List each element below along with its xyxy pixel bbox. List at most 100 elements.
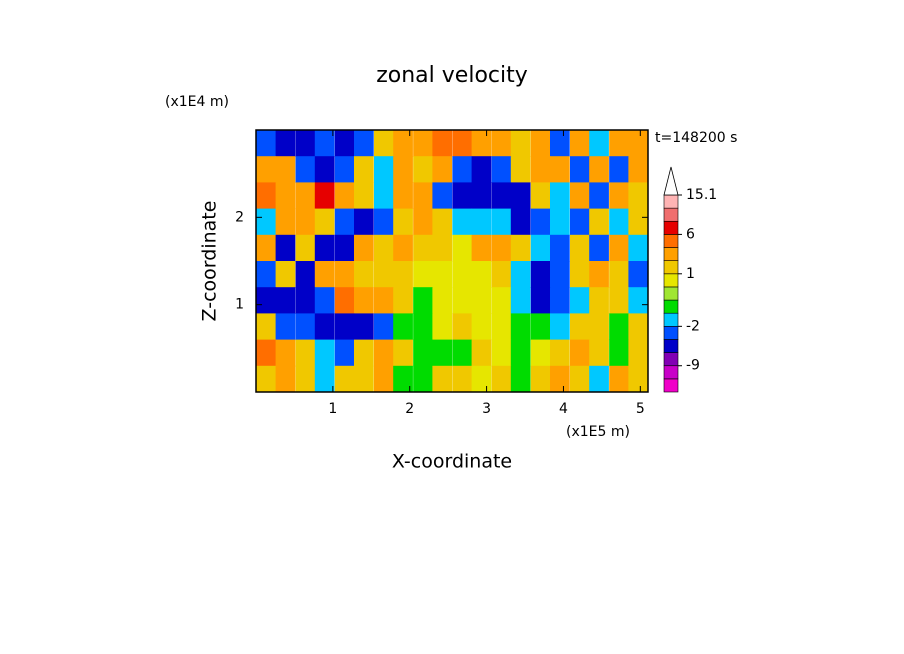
field-cell	[628, 287, 649, 314]
field-cell	[471, 208, 492, 236]
field-cell	[530, 313, 551, 341]
field-cell	[334, 130, 355, 157]
field-cell	[413, 313, 433, 341]
chart-title: zonal velocity	[376, 63, 528, 88]
field-cell	[413, 339, 433, 367]
field	[256, 130, 649, 393]
field-cell	[256, 365, 277, 393]
field-cell	[334, 234, 355, 262]
field-cell	[275, 208, 296, 236]
field-cell	[295, 182, 316, 210]
field-cell	[589, 156, 609, 183]
colorbar-box	[663, 339, 679, 353]
x-tick-label: 1	[328, 401, 337, 417]
field-cell	[275, 234, 296, 262]
field-cell	[589, 365, 609, 393]
field-cell	[491, 130, 512, 157]
colorbar-box	[663, 194, 679, 209]
field-cell	[530, 365, 551, 393]
field-cell	[589, 339, 609, 367]
field-cell	[628, 208, 649, 236]
field-cell	[471, 287, 492, 314]
field-cell	[275, 339, 296, 367]
field-cell	[491, 287, 512, 314]
field-cell	[569, 130, 590, 157]
x-tick-label: 3	[482, 401, 491, 417]
field-cell	[471, 156, 492, 183]
field-cell	[491, 261, 512, 288]
field-cell	[510, 130, 531, 157]
field-cell	[354, 208, 374, 236]
colorbar-tick-label: 15.1	[686, 187, 717, 203]
field-cell	[628, 234, 649, 262]
field-cell	[471, 365, 492, 393]
field-cell	[432, 182, 453, 210]
field-cell	[354, 130, 374, 157]
field-cell	[452, 313, 473, 341]
field-cell	[628, 365, 649, 393]
field-cell	[295, 261, 316, 288]
field-cell	[354, 156, 374, 183]
field-cell	[314, 313, 335, 341]
field-cell	[510, 313, 531, 341]
colorbar-box	[663, 234, 679, 248]
field-cell	[550, 313, 570, 341]
field-cell	[569, 261, 590, 288]
field-cell	[510, 156, 531, 183]
field-cell	[354, 261, 374, 288]
colorbar-box	[663, 299, 679, 314]
field-cell	[295, 156, 316, 183]
field-cell	[256, 313, 277, 341]
field-cell	[393, 130, 413, 157]
field-cell	[628, 261, 649, 288]
field-cell	[393, 208, 413, 236]
field-cell	[609, 234, 629, 262]
field-cell	[452, 234, 473, 262]
field-cell	[432, 130, 453, 157]
colorbar-box	[663, 273, 679, 288]
field-cell	[569, 365, 590, 393]
field-cell	[550, 365, 570, 393]
field-cell	[256, 261, 277, 288]
field-cell	[471, 234, 492, 262]
field-cell	[569, 182, 590, 210]
field-cell	[609, 313, 629, 341]
field-cell	[393, 365, 413, 393]
field-cell	[295, 313, 316, 341]
field-cell	[628, 130, 649, 157]
field-cell	[569, 313, 590, 341]
field-cell	[589, 234, 609, 262]
y-tick-label: 2	[235, 209, 244, 225]
field-cell	[530, 234, 551, 262]
field-cell	[510, 234, 531, 262]
field-cell	[510, 208, 531, 236]
field-cell	[373, 287, 394, 314]
field-cell	[432, 234, 453, 262]
field-cell	[314, 365, 335, 393]
field-cell	[550, 287, 570, 314]
field-cell	[314, 156, 335, 183]
field-cell	[569, 156, 590, 183]
field-cell	[314, 287, 335, 314]
field-cell	[393, 313, 413, 341]
field-cell	[334, 182, 355, 210]
field-cell	[256, 339, 277, 367]
field-cell	[295, 339, 316, 367]
field-cell	[452, 130, 473, 157]
field-cell	[354, 287, 374, 314]
field-cell	[491, 156, 512, 183]
field-cell	[550, 339, 570, 367]
field-cell	[569, 208, 590, 236]
colorbar-box	[663, 352, 679, 367]
field-cell	[589, 313, 609, 341]
field-cell	[314, 130, 335, 157]
field-cell	[452, 156, 473, 183]
colorbar-tick-label: -9	[686, 358, 700, 374]
colorbar-tick-label: -2	[686, 318, 700, 334]
field-cell	[510, 182, 531, 210]
field-cell	[530, 208, 551, 236]
field-cell	[334, 287, 355, 314]
colorbar-box	[663, 207, 679, 222]
